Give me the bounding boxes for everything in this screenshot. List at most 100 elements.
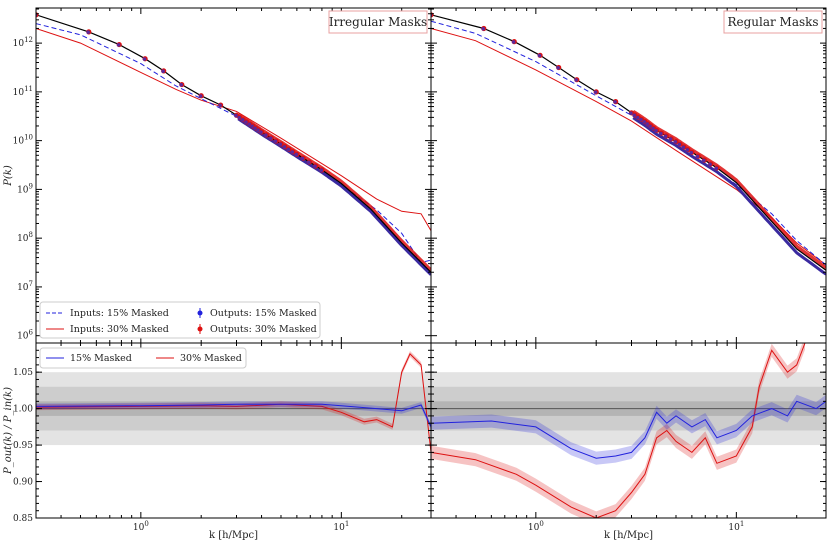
x-tick-label: 101 [333,520,349,533]
y-tick-label-top: 109 [17,182,33,195]
legend-label-15: 15% Masked [70,353,132,364]
output-15-band [237,117,431,276]
panel-title: Irregular Masks [329,15,427,29]
y-tick-label-bottom: 1.05 [13,368,33,378]
ratio-30-line [431,343,806,518]
output-15-point [313,164,317,169]
output-15-point [282,145,287,149]
output-15-band [632,116,826,276]
legend-label-outputs-30: Outputs: 30% Masked [210,324,317,335]
legend-label-inputs-15: Inputs: 15% Masked [70,308,169,319]
y-axis-label-top: P(k) [3,165,14,187]
output-15-point [673,140,678,144]
output-15-point [198,94,203,98]
ratio-15-band [36,401,431,430]
output-15-point [632,113,637,118]
output-15-point [681,145,686,150]
output-15-point [714,166,719,171]
output-15-point [86,30,90,34]
output-15-point [537,53,542,58]
y-tick-label-top: 107 [17,280,33,293]
output-15-point [613,100,617,104]
output-15-point [179,83,183,87]
truth-line [431,14,826,271]
output-15-point [648,124,652,129]
output-15-point [645,122,650,126]
ratio-15-line [36,403,431,428]
legend-swatch-outputs-15 [197,310,203,316]
output-15-point [701,158,706,163]
output-15-point [256,128,260,133]
output-15-point [319,168,324,172]
output-15-point [218,103,222,108]
output-15-point [247,122,252,127]
output-15-point [286,147,291,152]
x-axis-label-right: k [h/Mpc] [604,530,653,541]
panel-title: Regular Masks [727,15,818,29]
output-15-point [240,118,245,122]
output-15-point [635,115,640,120]
bottom-panel-1-series [431,343,826,518]
legend-label-inputs-30: Inputs: 30% Masked [70,324,169,335]
output-15-point [639,117,643,122]
x-axis-label-left: k [h/Mpc] [209,530,258,541]
output-15-point [259,130,263,134]
output-15-point [481,26,485,31]
input-15-line [36,23,431,264]
output-15-point [685,148,690,152]
y-axis-label-bottom: P_out(k) / P_in(k) [3,387,14,475]
output-15-point [689,150,694,155]
y-tick-label-top: 1011 [13,85,33,98]
y-tick-label-top: 108 [17,231,33,244]
output-15-point [668,137,673,141]
legend-label-outputs-15: Outputs: 15% Masked [210,308,317,319]
output-15-point [237,115,242,120]
panel-title-box [328,10,428,34]
output-15-point [300,156,305,161]
y-tick-label-top: 1010 [13,134,33,147]
ratio-15-line [431,400,826,459]
ratio-30-line [36,353,431,453]
input-30-line [431,28,826,266]
y-tick-label-bottom: 1.00 [13,405,33,415]
input-30-line [36,28,431,232]
output-15-point [511,40,516,44]
output-15-point [659,131,663,136]
output-15-point [264,133,268,138]
panel-title-box [723,10,823,34]
output-15-point [642,120,647,124]
output-15-point [708,162,712,167]
y-tick-label-top: 1012 [13,36,33,49]
ratio-15-band [431,394,826,465]
output-15-point [654,128,658,133]
output-15-point [250,124,255,129]
bottom-legend-box [39,347,247,369]
output-15-point [273,139,278,144]
text-layer: 100 101 100 101 106 107 108 109 1010 1011 1012 0.85… [3,10,823,541]
output-15-point [290,150,295,154]
bottom-panel-0-series [36,351,431,456]
output-15-point [677,142,682,147]
output-15-point [663,134,668,139]
top-panel-0-series [36,12,431,276]
ratio-30-band [431,343,805,518]
output-15-point [574,78,578,82]
output-15-point [593,90,598,94]
input-15-line [431,20,826,266]
output-15-point [142,57,147,61]
y-tick-label-bottom: 0.95 [13,441,33,451]
output-15-point [629,111,633,115]
y-tick-label-bottom: 0.85 [13,514,33,524]
top-frame-0 [35,7,432,344]
output-15-point [695,154,700,159]
x-tick-label: 101 [728,520,744,533]
output-15-point [651,126,655,131]
output-15-point [268,136,273,141]
output-15-point [278,142,283,147]
output-15-point [116,43,121,47]
output-15-point [244,120,248,124]
legend-swatch-outputs-30 [197,326,203,332]
top-panel-1-series [431,12,826,276]
output-15-point [161,69,165,74]
